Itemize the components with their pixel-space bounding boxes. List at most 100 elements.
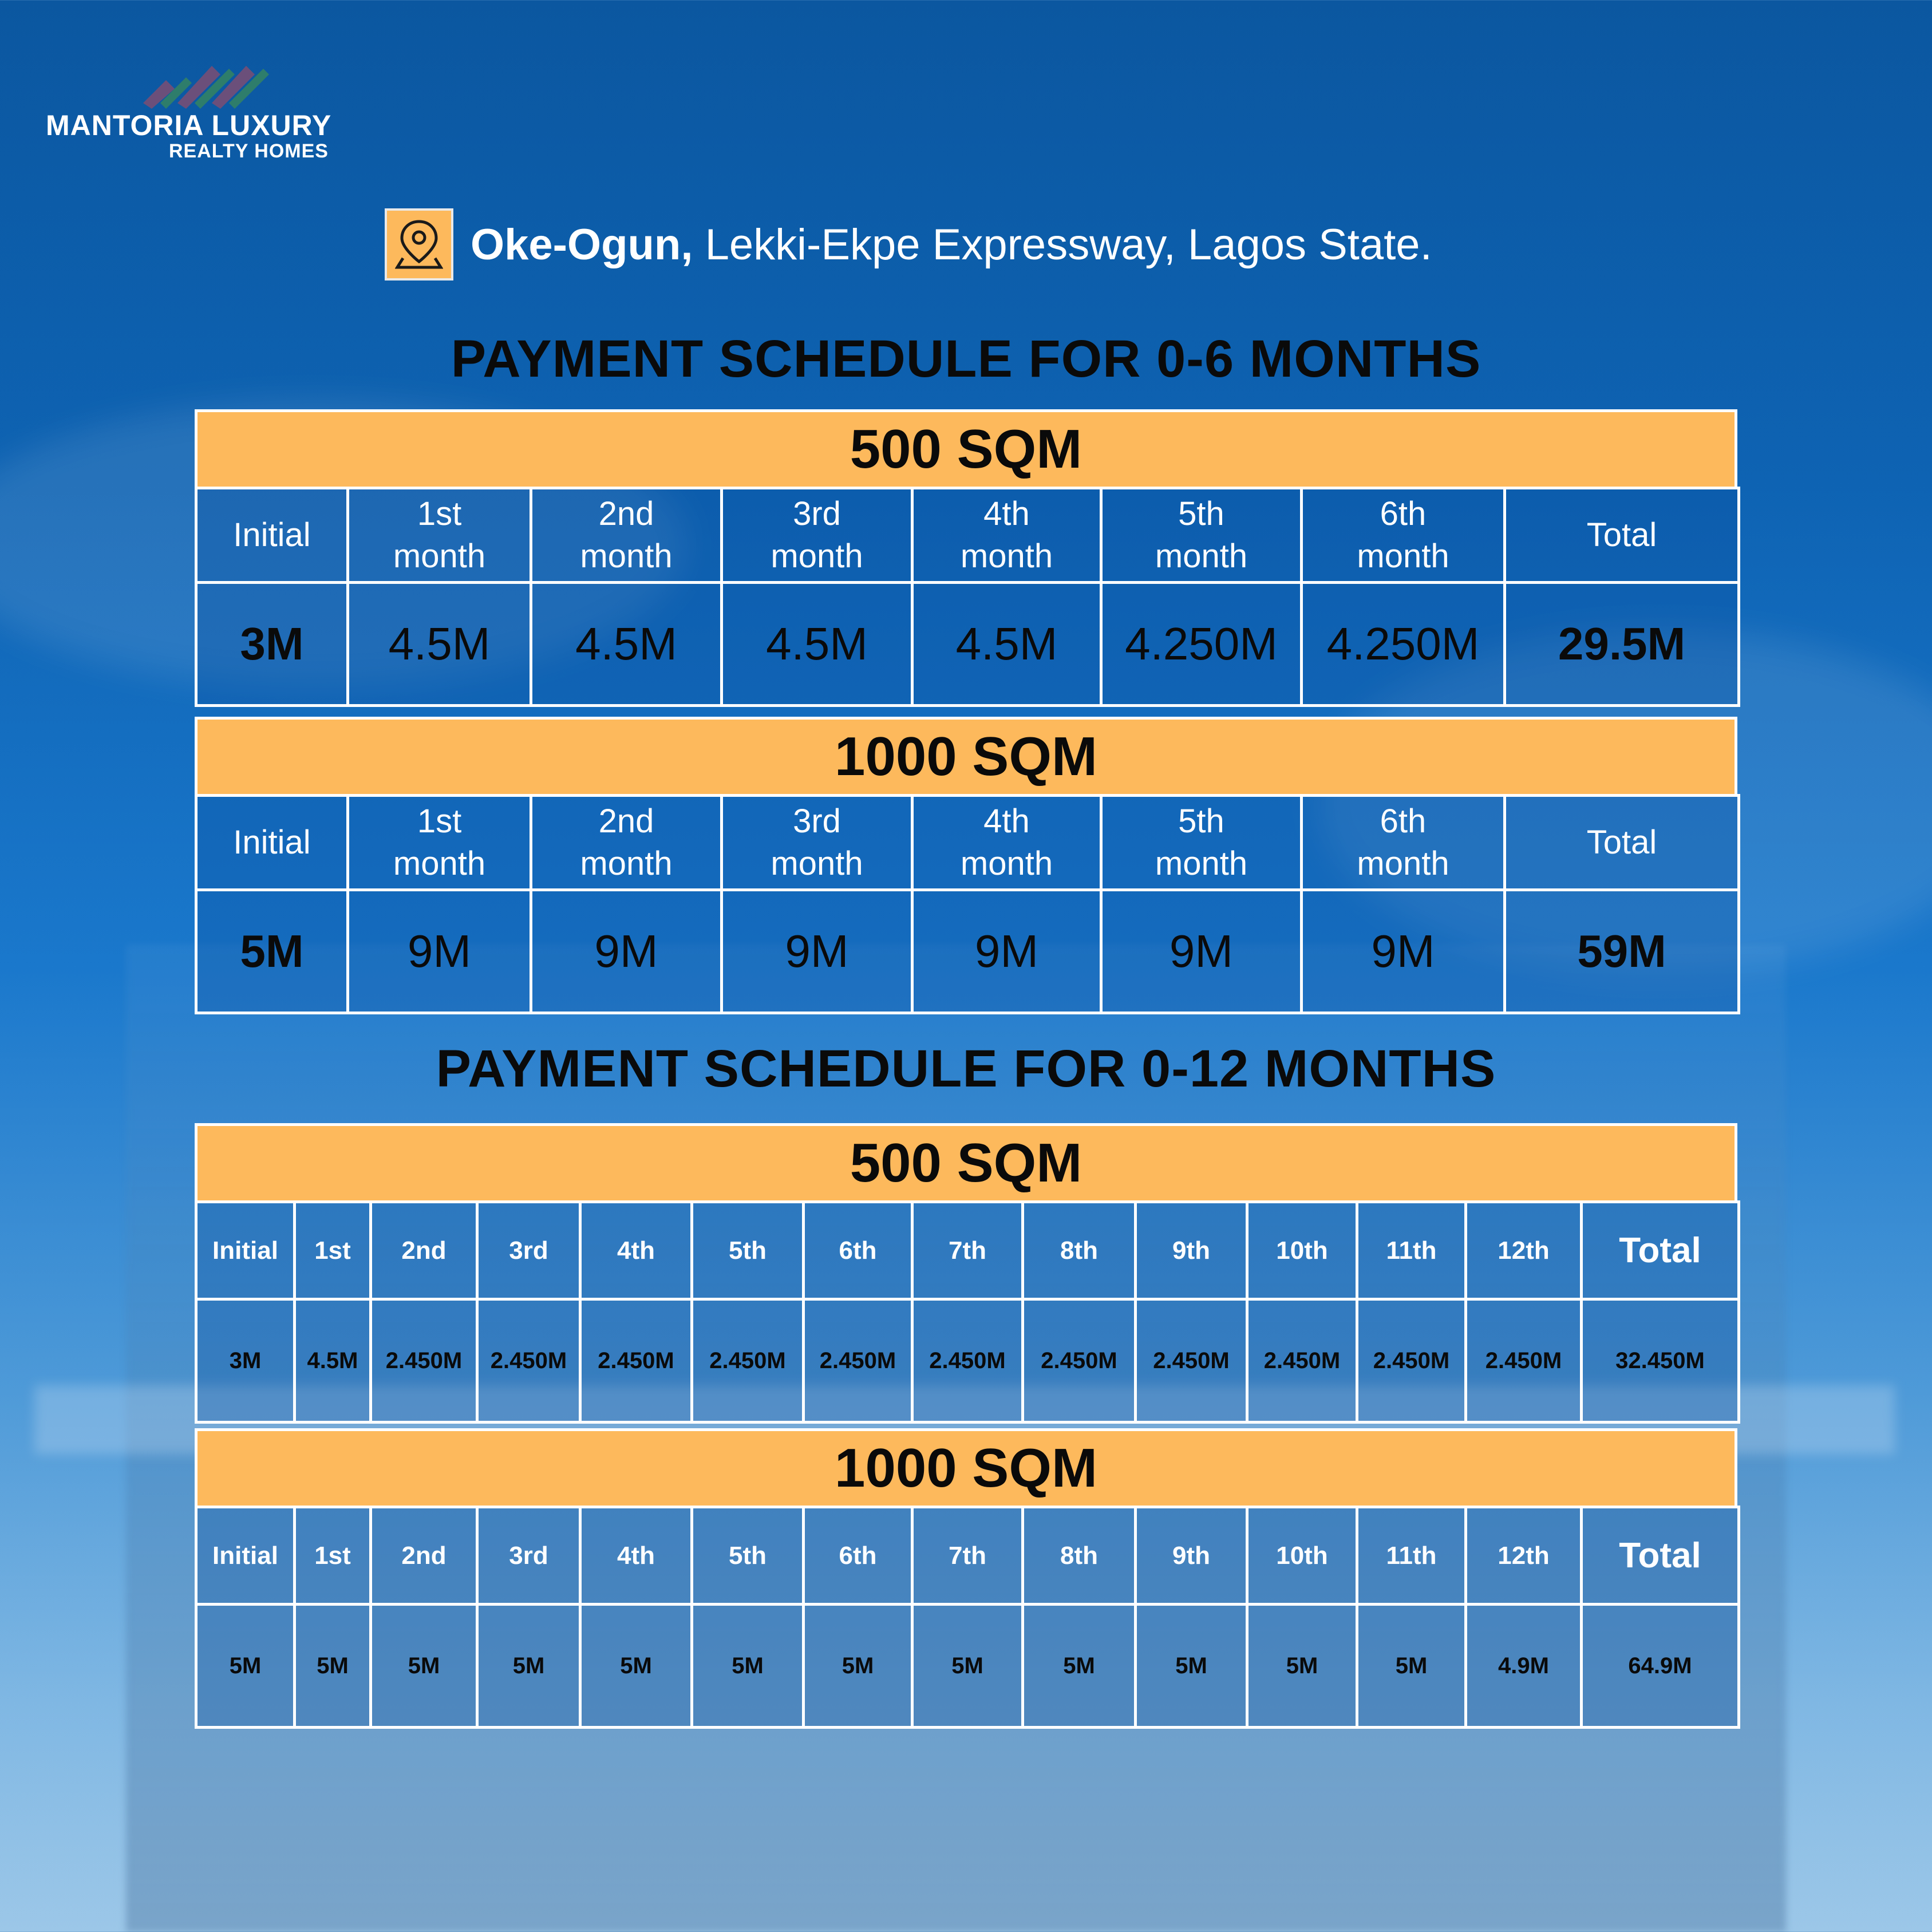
value-month-4: 5M: [579, 1603, 693, 1729]
twelve-month-title: PAYMENT SCHEDULE FOR 0-12 MONTHS: [436, 1040, 1496, 1098]
header-total: Total: [1503, 487, 1740, 584]
header-month-1: 1st: [293, 1200, 372, 1301]
header-month-6: 6th month: [1300, 794, 1506, 891]
value-month-9: 2.450M: [1134, 1298, 1249, 1424]
value-month-1: 4.5M: [293, 1298, 372, 1424]
header-month-4: 4th: [579, 1200, 693, 1301]
header-initial: Initial: [195, 487, 349, 584]
brand-logo: MANTORIA LUXURY REALTY HOMES: [46, 52, 343, 166]
value-month-12: 2.450M: [1464, 1298, 1583, 1424]
value-initial: 5M: [195, 888, 349, 1014]
header-month-2: 2nd: [369, 1200, 479, 1301]
plot-size-label: 500 SQM: [195, 409, 1737, 489]
header-month-2: 2nd month: [530, 794, 723, 891]
value-month-11: 5M: [1356, 1603, 1467, 1729]
six-month-500sqm-block: 500 SQM Initial 1st month 2nd month 3rd mon…: [195, 409, 1740, 707]
value-total: 29.5M: [1503, 581, 1740, 707]
value-month-2: 9M: [530, 888, 723, 1014]
header-month-10: 10th: [1246, 1200, 1358, 1301]
value-month-5: 4.250M: [1100, 581, 1303, 707]
value-month-3: 2.450M: [476, 1298, 582, 1424]
value-month-12: 4.9M: [1464, 1603, 1583, 1729]
header-month-5: 5th: [690, 1506, 805, 1606]
value-month-10: 5M: [1246, 1603, 1358, 1729]
header-month-10: 10th: [1246, 1506, 1358, 1606]
payment-table: Initial 1st month 2nd month 3rd month 4th mo…: [195, 794, 1740, 1014]
header-month-11: 11th: [1356, 1506, 1467, 1606]
payment-table: Initial 1st 2nd 3rd 4th 5th 6th 7th 8th …: [195, 1506, 1740, 1729]
value-total: 64.9M: [1580, 1603, 1740, 1729]
header-month-7: 7th: [911, 1506, 1024, 1606]
header-month-1: 1st: [293, 1506, 372, 1606]
six-month-1000sqm-block: 1000 SQM Initial 1st month 2nd month 3rd mo…: [195, 717, 1740, 1014]
value-month-6: 5M: [802, 1603, 914, 1729]
header-month-8: 8th: [1021, 1200, 1137, 1301]
value-month-3: 9M: [720, 888, 914, 1014]
header-month-6: 6th: [802, 1506, 914, 1606]
value-month-11: 2.450M: [1356, 1298, 1467, 1424]
value-total: 32.450M: [1580, 1298, 1740, 1424]
brand-tagline: REALTY HOMES: [169, 140, 329, 162]
value-month-2: 2.450M: [369, 1298, 479, 1424]
header-month-3: 3rd: [476, 1506, 582, 1606]
value-month-1: 4.5M: [346, 581, 532, 707]
location-badge: [385, 208, 453, 280]
value-month-9: 5M: [1134, 1603, 1249, 1729]
plot-size-label: 500 SQM: [195, 1123, 1737, 1203]
value-month-4: 9M: [911, 888, 1103, 1014]
location-pin-icon: [395, 220, 443, 269]
value-total: 59M: [1503, 888, 1740, 1014]
header-total: Total: [1580, 1200, 1740, 1301]
value-month-8: 5M: [1021, 1603, 1137, 1729]
header-month-12: 12th: [1464, 1200, 1583, 1301]
header-initial: Initial: [195, 794, 349, 891]
header-month-6: 6th month: [1300, 487, 1506, 584]
value-month-6: 2.450M: [802, 1298, 914, 1424]
header-month-3: 3rd month: [720, 794, 914, 891]
header-month-3: 3rd month: [720, 487, 914, 584]
value-month-4: 4.5M: [911, 581, 1103, 707]
header-month-2: 2nd month: [530, 487, 723, 584]
value-month-5: 9M: [1100, 888, 1303, 1014]
value-month-6: 4.250M: [1300, 581, 1506, 707]
location-line: Oke-Ogun, Lekki-Ekpe Expressway, Lagos S…: [385, 206, 1432, 283]
header-month-8: 8th: [1021, 1506, 1137, 1606]
header-month-2: 2nd: [369, 1506, 479, 1606]
header-month-11: 11th: [1356, 1200, 1467, 1301]
header-total: Total: [1580, 1506, 1740, 1606]
value-initial: 3M: [195, 1298, 296, 1424]
value-month-6: 9M: [1300, 888, 1506, 1014]
location-address: Lekki-Ekpe Expressway, Lagos State.: [693, 220, 1432, 269]
twelve-month-1000sqm-block: 1000 SQM Initial 1st 2nd 3rd 4th 5th 6th…: [195, 1428, 1740, 1729]
value-month-7: 2.450M: [911, 1298, 1024, 1424]
location-text: Oke-Ogun, Lekki-Ekpe Expressway, Lagos S…: [471, 220, 1432, 270]
header-month-6: 6th: [802, 1200, 914, 1301]
location-area: Oke-Ogun,: [471, 220, 693, 269]
header-month-4: 4th month: [911, 487, 1103, 584]
payment-table: Initial 1st 2nd 3rd 4th 5th 6th 7th 8th …: [195, 1200, 1740, 1424]
value-month-7: 5M: [911, 1603, 1024, 1729]
value-initial: 5M: [195, 1603, 296, 1729]
header-month-9: 9th: [1134, 1506, 1249, 1606]
brand-name: MANTORIA LUXURY: [46, 109, 332, 141]
value-month-8: 2.450M: [1021, 1298, 1137, 1424]
header-month-7: 7th: [911, 1200, 1024, 1301]
value-initial: 3M: [195, 581, 349, 707]
value-month-2: 4.5M: [530, 581, 723, 707]
value-month-5: 2.450M: [690, 1298, 805, 1424]
value-month-3: 5M: [476, 1603, 582, 1729]
header-month-1: 1st month: [346, 487, 532, 584]
header-total: Total: [1503, 794, 1740, 891]
header-month-4: 4th month: [911, 794, 1103, 891]
value-month-1: 5M: [293, 1603, 372, 1729]
value-month-1: 9M: [346, 888, 532, 1014]
header-month-9: 9th: [1134, 1200, 1249, 1301]
header-month-4: 4th: [579, 1506, 693, 1606]
value-month-3: 4.5M: [720, 581, 914, 707]
six-month-title: PAYMENT SCHEDULE FOR 0-6 MONTHS: [451, 330, 1481, 388]
header-month-12: 12th: [1464, 1506, 1583, 1606]
value-month-4: 2.450M: [579, 1298, 693, 1424]
value-month-2: 5M: [369, 1603, 479, 1729]
header-initial: Initial: [195, 1506, 296, 1606]
header-initial: Initial: [195, 1200, 296, 1301]
